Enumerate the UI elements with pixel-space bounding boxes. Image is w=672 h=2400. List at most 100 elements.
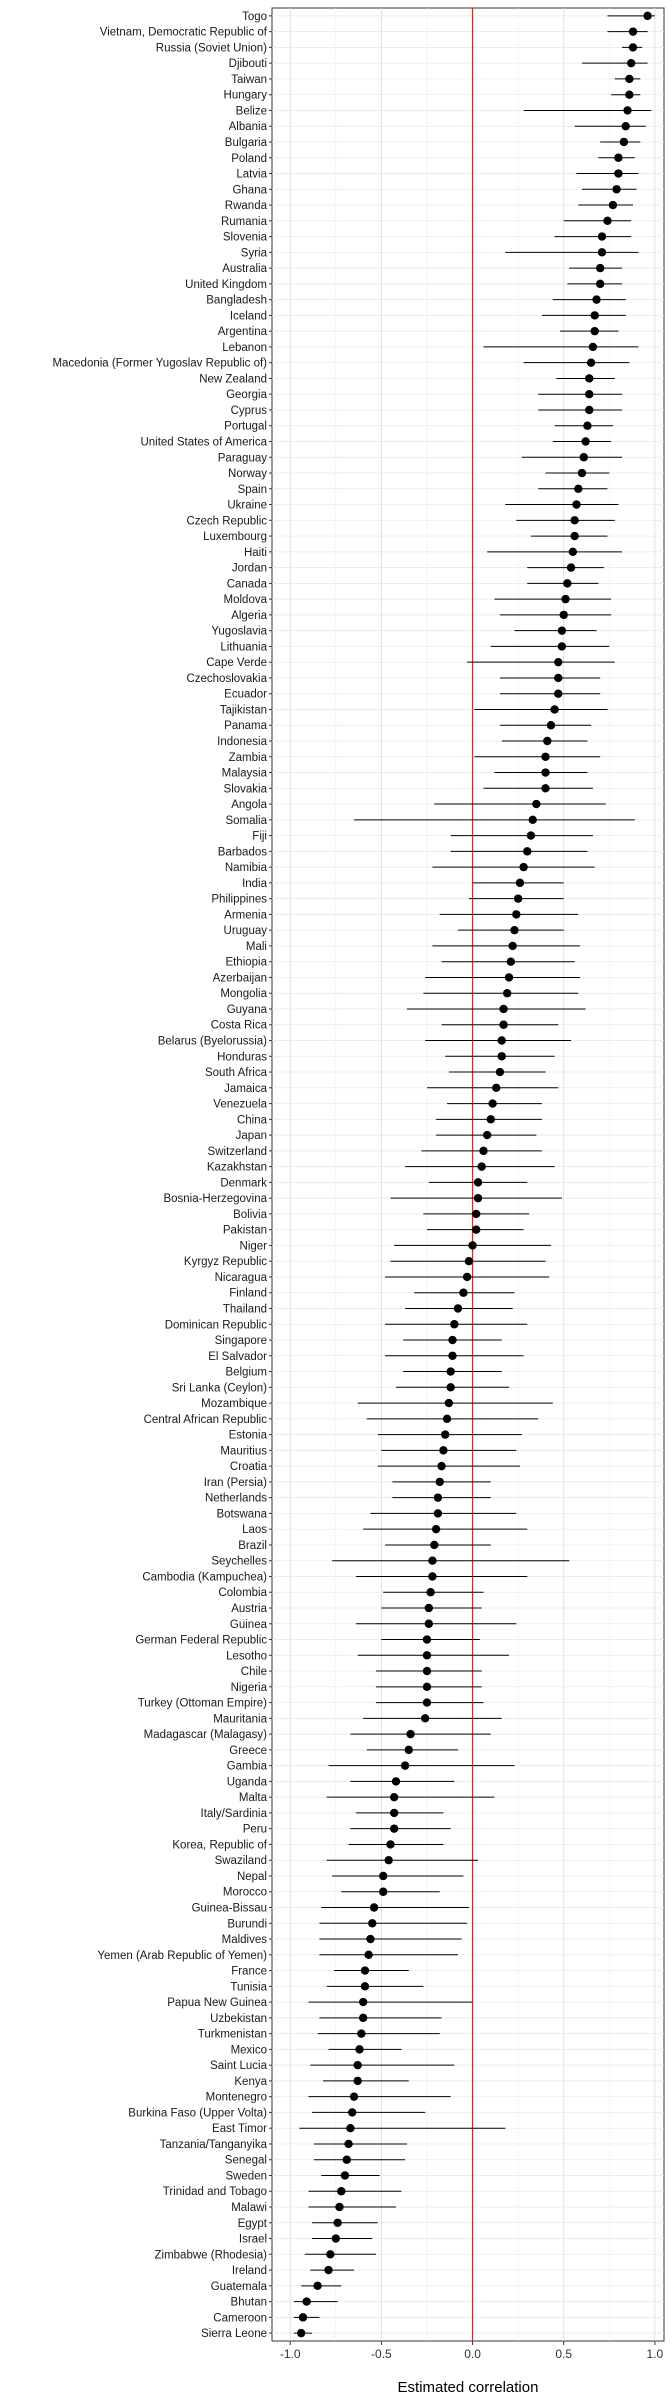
point-estimate bbox=[331, 2234, 341, 2243]
point-estimate bbox=[585, 390, 594, 399]
y-tick-label: Montenegro bbox=[206, 2092, 267, 2104]
y-tick-label: Moldova bbox=[224, 594, 268, 606]
x-axis-title: Estimated correlation bbox=[398, 2379, 539, 2396]
point-estimate bbox=[428, 1556, 437, 1565]
point-estimate bbox=[532, 799, 541, 809]
y-tick-label: Laos bbox=[242, 1524, 267, 1536]
y-tick-label: Czech Republic bbox=[186, 515, 267, 527]
y-tick-label: Tajikistan bbox=[220, 704, 267, 716]
point-estimate bbox=[512, 910, 521, 919]
y-tick-label: Iceland bbox=[230, 310, 267, 322]
y-tick-label: Paraguay bbox=[218, 452, 267, 464]
y-tick-label: India bbox=[242, 878, 268, 890]
y-tick-label: Iran (Persia) bbox=[204, 1477, 267, 1489]
y-tick-label: Zambia bbox=[229, 752, 268, 764]
y-tick-label: Somalia bbox=[225, 815, 267, 827]
point-estimate bbox=[585, 405, 594, 415]
y-tick-label: Togo bbox=[242, 11, 267, 23]
y-tick-label: Czechoslovakia bbox=[186, 673, 267, 685]
point-estimate bbox=[389, 1824, 399, 1833]
point-estimate bbox=[400, 1761, 410, 1770]
point-estimate bbox=[391, 1777, 401, 1786]
point-estimate bbox=[366, 1934, 375, 1944]
y-tick-label: Pakistan bbox=[223, 1225, 267, 1237]
y-tick-label: Rumania bbox=[221, 216, 268, 228]
x-tick-label: -1.0 bbox=[280, 2347, 301, 2361]
y-tick-label: Kazakhstan bbox=[207, 1162, 267, 1174]
y-tick-label: Guinea-Bissau bbox=[192, 1903, 267, 1915]
point-estimate bbox=[597, 248, 607, 257]
y-tick-label: Jordan bbox=[232, 563, 267, 575]
point-estimate bbox=[546, 721, 556, 730]
point-estimate bbox=[628, 27, 638, 36]
y-tick-label: Ecuador bbox=[224, 689, 267, 701]
y-tick-label: Algeria bbox=[231, 610, 267, 622]
y-tick-label: Guyana bbox=[227, 1004, 268, 1016]
y-tick-label: Belarus (Byelorussia) bbox=[158, 1036, 267, 1048]
y-tick-label: Syria bbox=[241, 247, 268, 259]
y-tick-label: Brazil bbox=[238, 1540, 267, 1552]
y-tick-label: Bosnia-Herzegovina bbox=[163, 1193, 267, 1205]
point-estimate bbox=[590, 311, 599, 320]
y-tick-label: Niger bbox=[240, 1240, 268, 1252]
point-estimate bbox=[324, 2265, 333, 2275]
point-estimate bbox=[592, 295, 601, 304]
y-tick-label: Egypt bbox=[238, 2218, 268, 2230]
point-estimate bbox=[353, 2060, 362, 2070]
point-estimate bbox=[422, 1651, 432, 1660]
point-estimate bbox=[626, 58, 636, 68]
y-tick-label: Cameroon bbox=[213, 2312, 267, 2324]
point-estimate bbox=[298, 2313, 308, 2322]
y-tick-label: Denmark bbox=[220, 1177, 267, 1189]
point-estimate bbox=[446, 1367, 455, 1376]
point-estimate bbox=[422, 1666, 432, 1676]
y-tick-label: Bulgaria bbox=[225, 137, 268, 149]
point-estimate bbox=[342, 2155, 351, 2164]
point-estimate bbox=[526, 831, 536, 840]
y-tick-label: Macedonia (Former Yugoslav Republic of) bbox=[52, 358, 267, 370]
y-tick-label: Lesotho bbox=[226, 1650, 267, 1662]
point-estimate bbox=[420, 1714, 430, 1723]
y-tick-label: Hungary bbox=[224, 90, 268, 102]
y-tick-label: Mongolia bbox=[220, 988, 267, 1000]
y-tick-label: Djibouti bbox=[229, 58, 267, 70]
y-tick-label: Norway bbox=[228, 468, 267, 480]
point-estimate bbox=[557, 626, 567, 635]
y-tick-label: Zimbabwe (Rhodesia) bbox=[155, 2249, 268, 2261]
y-tick-label: Cape Verde bbox=[206, 657, 267, 669]
y-tick-label: Luxembourg bbox=[203, 531, 267, 543]
point-estimate bbox=[448, 1335, 457, 1345]
point-estimate bbox=[585, 374, 594, 383]
y-tick-label: Armenia bbox=[224, 909, 267, 921]
y-tick-label: Venezuela bbox=[213, 1099, 267, 1111]
point-estimate bbox=[404, 1745, 413, 1755]
point-estimate bbox=[614, 169, 623, 178]
point-estimate bbox=[528, 815, 537, 825]
y-tick-label: Barbados bbox=[218, 846, 267, 858]
point-estimate bbox=[424, 1619, 433, 1628]
point-estimate bbox=[353, 2076, 362, 2086]
point-estimate bbox=[566, 563, 576, 572]
y-tick-label: Lebanon bbox=[222, 342, 267, 354]
y-tick-label: El Salvador bbox=[208, 1351, 267, 1363]
y-tick-label: Honduras bbox=[217, 1051, 267, 1063]
y-axis-labels: Togo Vietnam, Democratic Republic of Russi… bbox=[52, 11, 272, 2340]
y-tick-label: Kyrgyz Republic bbox=[184, 1256, 267, 1268]
x-tick-label: -0.5 bbox=[371, 2347, 392, 2361]
y-tick-label: Kenya bbox=[234, 2076, 267, 2088]
y-tick-label: Ukraine bbox=[227, 500, 267, 512]
y-tick-label: Thailand bbox=[223, 1303, 267, 1315]
point-estimate bbox=[554, 657, 563, 667]
point-estimate bbox=[541, 784, 550, 793]
point-estimate bbox=[619, 137, 629, 147]
point-estimate bbox=[497, 1052, 506, 1061]
point-estimate bbox=[541, 768, 550, 777]
y-tick-label: Maldives bbox=[222, 1934, 268, 1946]
point-estimate bbox=[608, 200, 618, 210]
plot-panel bbox=[271, 7, 665, 2342]
point-estimate bbox=[570, 516, 579, 525]
point-estimate bbox=[612, 185, 621, 194]
y-tick-label: Burkina Faso (Upper Volta) bbox=[128, 2107, 267, 2119]
point-estimate bbox=[495, 1067, 505, 1077]
y-tick-label: Austria bbox=[231, 1603, 267, 1615]
